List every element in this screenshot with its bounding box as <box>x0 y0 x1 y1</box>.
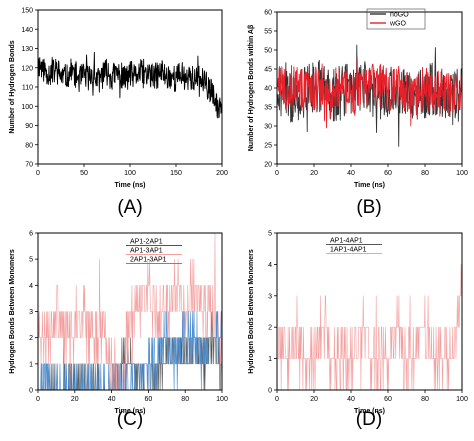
y-tick-label: 120 <box>21 65 33 72</box>
chart-panel-c: 0 20 40 60 80 100 0 1 2 3 4 5 6 Time (ns) Hydrogen Bon… <box>9 231 228 431</box>
y-tick-label: 3 <box>268 293 272 300</box>
y-tick-label: 0 <box>268 388 272 395</box>
x-tick-label: 200 <box>216 170 228 177</box>
y-tick-label: 45 <box>264 67 272 74</box>
y-tick-label: 4 <box>268 262 272 269</box>
series-line-wgo <box>277 56 462 129</box>
series-line-ap1-3ap1 <box>38 233 222 390</box>
legend-entry: 1AP1-4AP1 <box>330 247 367 254</box>
x-axis-label: Time (ns) <box>115 182 146 189</box>
panel-label: (D) <box>356 409 382 430</box>
x-tick-label: 0 <box>36 396 40 403</box>
y-tick-label: 110 <box>22 85 33 92</box>
series-line-trace <box>38 51 222 119</box>
x-tick-label: 40 <box>347 396 355 403</box>
chart-panel-a: 0 50 100 150 200 70 80 90 100 110 120 130 140 150 Time… <box>9 8 228 219</box>
y-tick-label: 6 <box>29 231 33 238</box>
legend-box <box>366 8 426 30</box>
x-tick-label: 40 <box>108 396 116 403</box>
legend-entry: 2AP1-3AP1 <box>130 257 167 264</box>
axes-frame <box>276 232 463 391</box>
y-tick-label: 1 <box>268 356 272 363</box>
y-tick-label: 55 <box>264 29 272 36</box>
y-axis-label: Number of Hydrogen Bonds <box>9 40 16 133</box>
y-tick-label: 60 <box>264 10 272 17</box>
x-axis-label: Time (ns) <box>354 182 385 189</box>
legend-entry: AP1-2AP1 <box>130 239 163 246</box>
x-tick-label: 50 <box>80 170 88 177</box>
x-axis-label: Time (ns) <box>354 408 385 415</box>
chart-panel-d: 0 20 40 60 80 100 0 1 2 3 4 5 Time (ns) Hydrogen Bond… <box>248 231 468 431</box>
y-tick-label: 5 <box>29 257 33 264</box>
panel-label: (C) <box>117 409 143 430</box>
x-tick-label: 100 <box>456 170 468 177</box>
x-tick-label: 100 <box>124 170 136 177</box>
x-tick-label: 0 <box>275 396 279 403</box>
x-tick-label: 20 <box>310 396 318 403</box>
plot-area <box>277 264 462 390</box>
panel-label: (A) <box>117 197 142 218</box>
y-tick-label: 50 <box>264 48 272 55</box>
y-tick-label: 1 <box>29 361 33 368</box>
legend-entry: wGO <box>389 21 407 28</box>
y-axis-label: Hydrogen Bonds Between Monomers <box>9 249 16 374</box>
y-axis-label: Number of Hydrogen Bonds within Aβ <box>248 24 255 151</box>
x-tick-label: 60 <box>384 396 392 403</box>
panel-label: (B) <box>356 197 381 218</box>
y-tick-label: 150 <box>21 8 33 15</box>
y-tick-label: 3 <box>29 309 33 316</box>
x-tick-label: 60 <box>145 396 153 403</box>
x-tick-label: 80 <box>181 396 189 403</box>
y-tick-label: 5 <box>268 231 272 238</box>
y-tick-label: 80 <box>25 142 33 149</box>
legend: AP1-2AP1 AP1-3AP1 2AP1-3AP1 <box>126 239 182 264</box>
x-tick-label: 20 <box>71 396 79 403</box>
x-tick-label: 80 <box>421 170 429 177</box>
series-line-2ap1-3ap1 <box>38 311 222 390</box>
y-tick-label: 0 <box>29 388 33 395</box>
legend: AP1-4AP1 1AP1-4AP1 <box>326 238 382 254</box>
x-tick-label: 150 <box>170 170 182 177</box>
x-tick-label: 100 <box>456 396 468 403</box>
x-tick-label: 100 <box>216 396 228 403</box>
legend-entry: AP1-4AP1 <box>330 238 363 245</box>
y-tick-label: 140 <box>21 27 33 34</box>
legend-entry: noGO <box>390 12 409 19</box>
series-line-ap1-2ap1 <box>38 311 222 390</box>
y-tick-label: 100 <box>21 104 33 111</box>
y-tick-label: 20 <box>264 162 272 169</box>
y-tick-label: 70 <box>25 162 33 169</box>
x-tick-label: 40 <box>347 170 355 177</box>
y-tick-label: 35 <box>264 105 272 112</box>
y-tick-label: 4 <box>29 283 33 290</box>
x-tick-label: 80 <box>421 396 429 403</box>
y-axis-label: Hydrogen Bonds Between Monomers <box>248 249 255 374</box>
y-tick-label: 30 <box>264 124 272 131</box>
x-tick-label: 0 <box>36 170 40 177</box>
y-tick-label: 90 <box>25 123 33 130</box>
x-tick-label: 60 <box>384 170 392 177</box>
y-tick-label: 25 <box>264 143 272 150</box>
plot-area <box>277 44 462 147</box>
x-axis-label: Time (ns) <box>115 408 146 415</box>
y-tick-label: 2 <box>29 335 33 342</box>
legend: noGO wGO <box>366 8 426 30</box>
x-tick-label: 20 <box>310 170 318 177</box>
y-tick-label: 130 <box>21 46 33 53</box>
plot-area <box>38 233 222 390</box>
y-tick-label: 2 <box>268 325 272 332</box>
x-tick-label: 0 <box>275 170 279 177</box>
legend-entry: AP1-3AP1 <box>130 248 163 255</box>
plot-area <box>38 51 222 119</box>
y-tick-label: 40 <box>264 86 272 93</box>
series-line-1ap1-4ap1 <box>277 264 462 390</box>
